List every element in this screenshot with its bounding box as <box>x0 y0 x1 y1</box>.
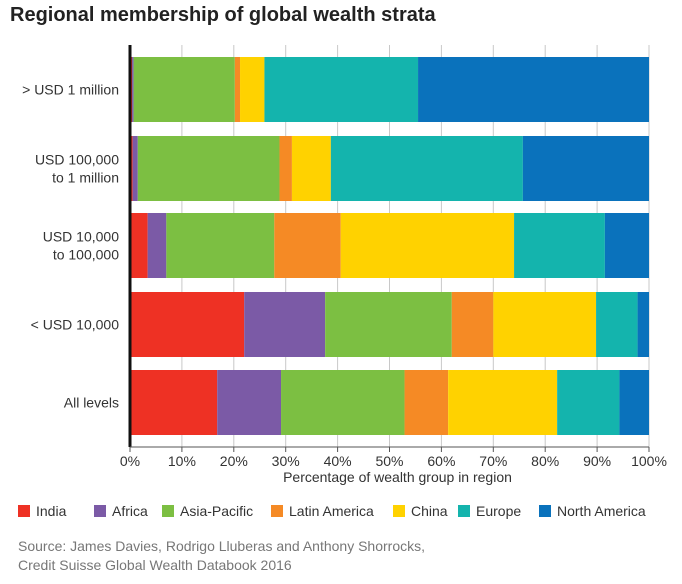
bar-segment-north-america <box>418 57 649 122</box>
x-tick-label: 20% <box>220 453 248 469</box>
legend-swatch <box>539 505 551 517</box>
bar-segment-asia-pacific <box>325 292 452 357</box>
category-label: USD 100,000 to 1 million <box>35 152 119 186</box>
axes <box>128 45 650 452</box>
bar-segment-china <box>240 57 265 122</box>
category-label: > USD 1 million <box>22 82 119 98</box>
bar-segment-north-america <box>619 370 649 435</box>
legend-item-latin-america: Latin America <box>271 503 374 519</box>
bar-segment-europe <box>264 57 419 122</box>
legend-swatch <box>271 505 283 517</box>
bar-segment-africa <box>132 57 134 122</box>
legend-item-asia-pacific: Asia-Pacific <box>162 503 253 519</box>
category-label: All levels <box>64 395 119 411</box>
legend-label: Europe <box>476 503 522 519</box>
bar-segment-latin-america <box>234 57 241 122</box>
bar-segment-europe <box>514 213 605 278</box>
bar-segment-latin-america <box>451 292 494 357</box>
category-label-line: All levels <box>64 395 119 411</box>
bar-segment-europe <box>596 292 638 357</box>
bar-segment-north-america <box>522 136 649 201</box>
bar-segment-latin-america <box>404 370 449 435</box>
bar-segment-africa <box>132 136 138 201</box>
source-line-2: Credit Suisse Global Wealth Databook 201… <box>18 557 292 573</box>
bar-segment-china <box>493 292 597 357</box>
x-tick-label: 30% <box>272 453 300 469</box>
bar-segment-india <box>130 213 148 278</box>
bar-segment-north-america <box>637 292 649 357</box>
category-label-line: to 100,000 <box>53 247 119 263</box>
legend-item-north-america: North America <box>539 503 646 519</box>
legend-label: China <box>411 503 448 519</box>
bar-segment-asia-pacific <box>281 370 405 435</box>
bar-segment-china <box>448 370 558 435</box>
legend-label: Africa <box>112 503 148 519</box>
bar-segment-africa <box>244 292 326 357</box>
legend: India Africa Asia-Pacific Latin America Chin… <box>18 503 678 523</box>
bar-segment-asia-pacific <box>133 57 235 122</box>
x-tick-label: 90% <box>583 453 611 469</box>
x-tick-label: 10% <box>168 453 196 469</box>
legend-label: Latin America <box>289 503 374 519</box>
source-line-1: Source: James Davies, Rodrigo Lluberas a… <box>18 538 425 554</box>
x-tick-label: 70% <box>479 453 507 469</box>
category-label: < USD 10,000 <box>31 317 120 333</box>
bar-segment-africa <box>217 370 282 435</box>
category-label-line: > USD 1 million <box>22 82 119 98</box>
bar-segment-asia-pacific <box>166 213 275 278</box>
bar-segment-africa <box>147 213 167 278</box>
legend-item-china: China <box>393 503 448 519</box>
x-tick-label: 40% <box>324 453 352 469</box>
x-tick-label: 100% <box>631 453 667 469</box>
bars <box>130 57 649 435</box>
bar-segment-latin-america <box>274 213 341 278</box>
chart-title: Regional membership of global wealth str… <box>10 4 436 26</box>
bar-segment-europe <box>330 136 523 201</box>
stacked-bar-chart: 0% 10% 20% 30% 40% 50% 60% 70% 80% 90% 100% > USD 1… <box>22 45 667 486</box>
x-tick-label: 60% <box>427 453 455 469</box>
bar-segment-china <box>291 136 331 201</box>
bar-segment-north-america <box>604 213 649 278</box>
category-label: USD 10,000 to 100,000 <box>43 229 119 263</box>
x-tick-label: 50% <box>375 453 403 469</box>
legend-swatch <box>458 505 470 517</box>
legend-item-india: India <box>18 503 66 519</box>
category-label-line: USD 100,000 <box>35 152 119 168</box>
bar-segment-india <box>130 370 218 435</box>
legend-swatch <box>162 505 174 517</box>
bar-segment-india <box>130 292 245 357</box>
category-label-line: USD 10,000 <box>43 229 119 245</box>
labels: 0% 10% 20% 30% 40% 50% 60% 70% 80% 90% 100% > USD 1… <box>22 82 667 486</box>
bar-segment-latin-america <box>279 136 292 201</box>
bar-segment-europe <box>557 370 620 435</box>
legend-label: Asia-Pacific <box>180 503 254 519</box>
category-label-line: < USD 10,000 <box>31 317 120 333</box>
legend-label: India <box>36 503 67 519</box>
legend-label: North America <box>557 503 646 519</box>
x-tick-label: 80% <box>531 453 559 469</box>
legend-item-africa: Africa <box>94 503 148 519</box>
x-tick-label: 0% <box>120 453 140 469</box>
bar-segment-china <box>340 213 515 278</box>
bar-segment-asia-pacific <box>137 136 280 201</box>
x-axis-title: Percentage of wealth group in region <box>283 469 512 485</box>
legend-swatch <box>18 505 30 517</box>
source-note: Source: James Davies, Rodrigo Lluberas a… <box>18 537 425 575</box>
legend-swatch <box>393 505 405 517</box>
category-label-line: to 1 million <box>52 170 119 186</box>
legend-swatch <box>94 505 106 517</box>
legend-item-europe: Europe <box>458 503 521 519</box>
